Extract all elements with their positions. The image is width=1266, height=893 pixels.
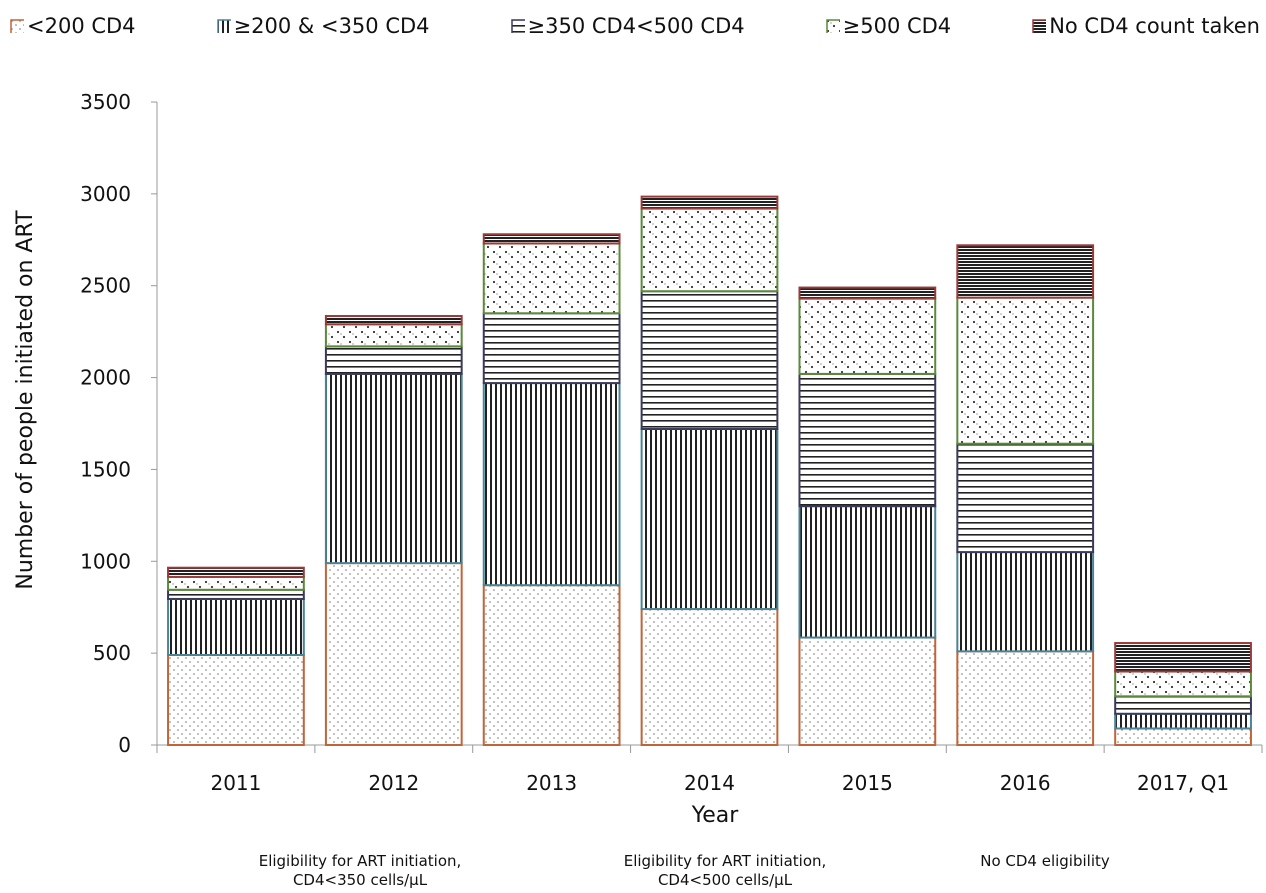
legend-label: ≥200 & <350 CD4 xyxy=(233,14,430,38)
note-line: Eligibility for ART initiation, xyxy=(623,852,827,870)
note-line: No CD4 eligibility xyxy=(980,852,1110,870)
bars xyxy=(167,195,1252,747)
bar-segment xyxy=(640,428,779,611)
y-tick-label: 0 xyxy=(118,733,131,757)
bar-segment xyxy=(798,505,937,639)
bar-segment xyxy=(167,653,305,746)
bar-segment xyxy=(1114,670,1252,698)
legend-label: ≥500 CD4 xyxy=(842,14,952,38)
bar-segment xyxy=(167,588,305,600)
legend-item: ≥350 CD4<500 CD4 xyxy=(510,14,745,38)
bar-segment xyxy=(1114,727,1252,746)
x-tick-label: 2016 xyxy=(1000,771,1051,795)
bar-segment xyxy=(798,372,937,508)
eligibility-note-500: Eligibility for ART initiation, CD4<500 … xyxy=(565,852,885,890)
y-tick-label: 3500 xyxy=(80,90,131,114)
bar-segment xyxy=(482,312,621,385)
bar-segment xyxy=(324,345,463,375)
tick-labels: 0 500 1000 1500 2000 2500 3000 3500 2011 2012 2013… xyxy=(80,90,1229,795)
bar-segment xyxy=(167,575,305,591)
no-cd4-eligibility-note: No CD4 eligibility xyxy=(945,852,1145,871)
bar-segment xyxy=(640,608,779,747)
bar-segment xyxy=(324,323,463,348)
legend-item: No CD4 count taken xyxy=(1032,14,1260,38)
legend-swatch xyxy=(216,19,231,33)
legend-item: <200 CD4 xyxy=(10,14,136,38)
bar-segment xyxy=(482,242,621,315)
x-tick-label: 2012 xyxy=(368,771,419,795)
legend-swatch xyxy=(825,19,840,33)
y-tick-label: 1500 xyxy=(80,457,131,481)
y-tick-label: 3000 xyxy=(80,182,131,206)
bar-segment xyxy=(324,372,463,565)
bar-segment xyxy=(640,290,779,431)
bar-segment xyxy=(640,195,779,210)
bar-segment xyxy=(798,636,937,747)
eligibility-note-350: Eligibility for ART initiation, CD4<350 … xyxy=(200,852,520,890)
bar-segment xyxy=(956,296,1095,445)
bar-segment xyxy=(956,650,1095,747)
bar-segment xyxy=(956,442,1095,554)
y-axis-title: Number of people initiated on ART xyxy=(13,210,38,590)
x-tick-label: 2017, Q1 xyxy=(1137,771,1229,795)
bar-segment xyxy=(640,207,779,293)
bar-segment xyxy=(482,382,621,587)
x-axis-title: Year xyxy=(691,803,740,828)
bar-segment xyxy=(482,584,621,746)
x-tick-label: 2011 xyxy=(210,771,261,795)
legend-item: ≥200 & <350 CD4 xyxy=(216,14,430,38)
bar-segment xyxy=(1114,642,1252,673)
x-tick-label: 2014 xyxy=(684,771,735,795)
legend-swatch xyxy=(510,19,525,33)
legend-label: ≥350 CD4<500 CD4 xyxy=(527,14,745,38)
note-line: CD4<500 cells/µL xyxy=(657,871,793,889)
x-tick-label: 2015 xyxy=(842,771,893,795)
bar-segment xyxy=(956,551,1095,653)
y-tick-label: 2000 xyxy=(80,366,131,390)
note-line: CD4<350 cells/µL xyxy=(292,871,428,889)
bar-segment xyxy=(798,286,937,300)
y-tick-label: 500 xyxy=(93,641,131,665)
bar-segment xyxy=(482,233,621,245)
legend: <200 CD4 ≥200 & <350 CD4 ≥350 CD4<500 CD4 ≥… xyxy=(10,14,1260,38)
y-tick-label: 1000 xyxy=(80,549,131,573)
legend-swatch xyxy=(1032,19,1047,33)
bar-segment xyxy=(1114,695,1252,715)
legend-swatch xyxy=(10,19,24,33)
bar-segment xyxy=(956,244,1095,299)
bar-segment xyxy=(324,562,463,746)
legend-label: <200 CD4 xyxy=(27,14,136,38)
bar-segment xyxy=(167,566,305,578)
x-tick-label: 2013 xyxy=(526,771,577,795)
legend-label: No CD4 count taken xyxy=(1049,14,1260,38)
legend-item: ≥500 CD4 xyxy=(825,14,952,38)
y-tick-label: 2500 xyxy=(80,274,131,298)
bar-segment xyxy=(1114,712,1252,730)
note-line: Eligibility for ART initiation, xyxy=(258,852,462,870)
bar-segment xyxy=(324,315,463,326)
bar-segment xyxy=(167,597,305,656)
bar-segment xyxy=(798,297,937,375)
